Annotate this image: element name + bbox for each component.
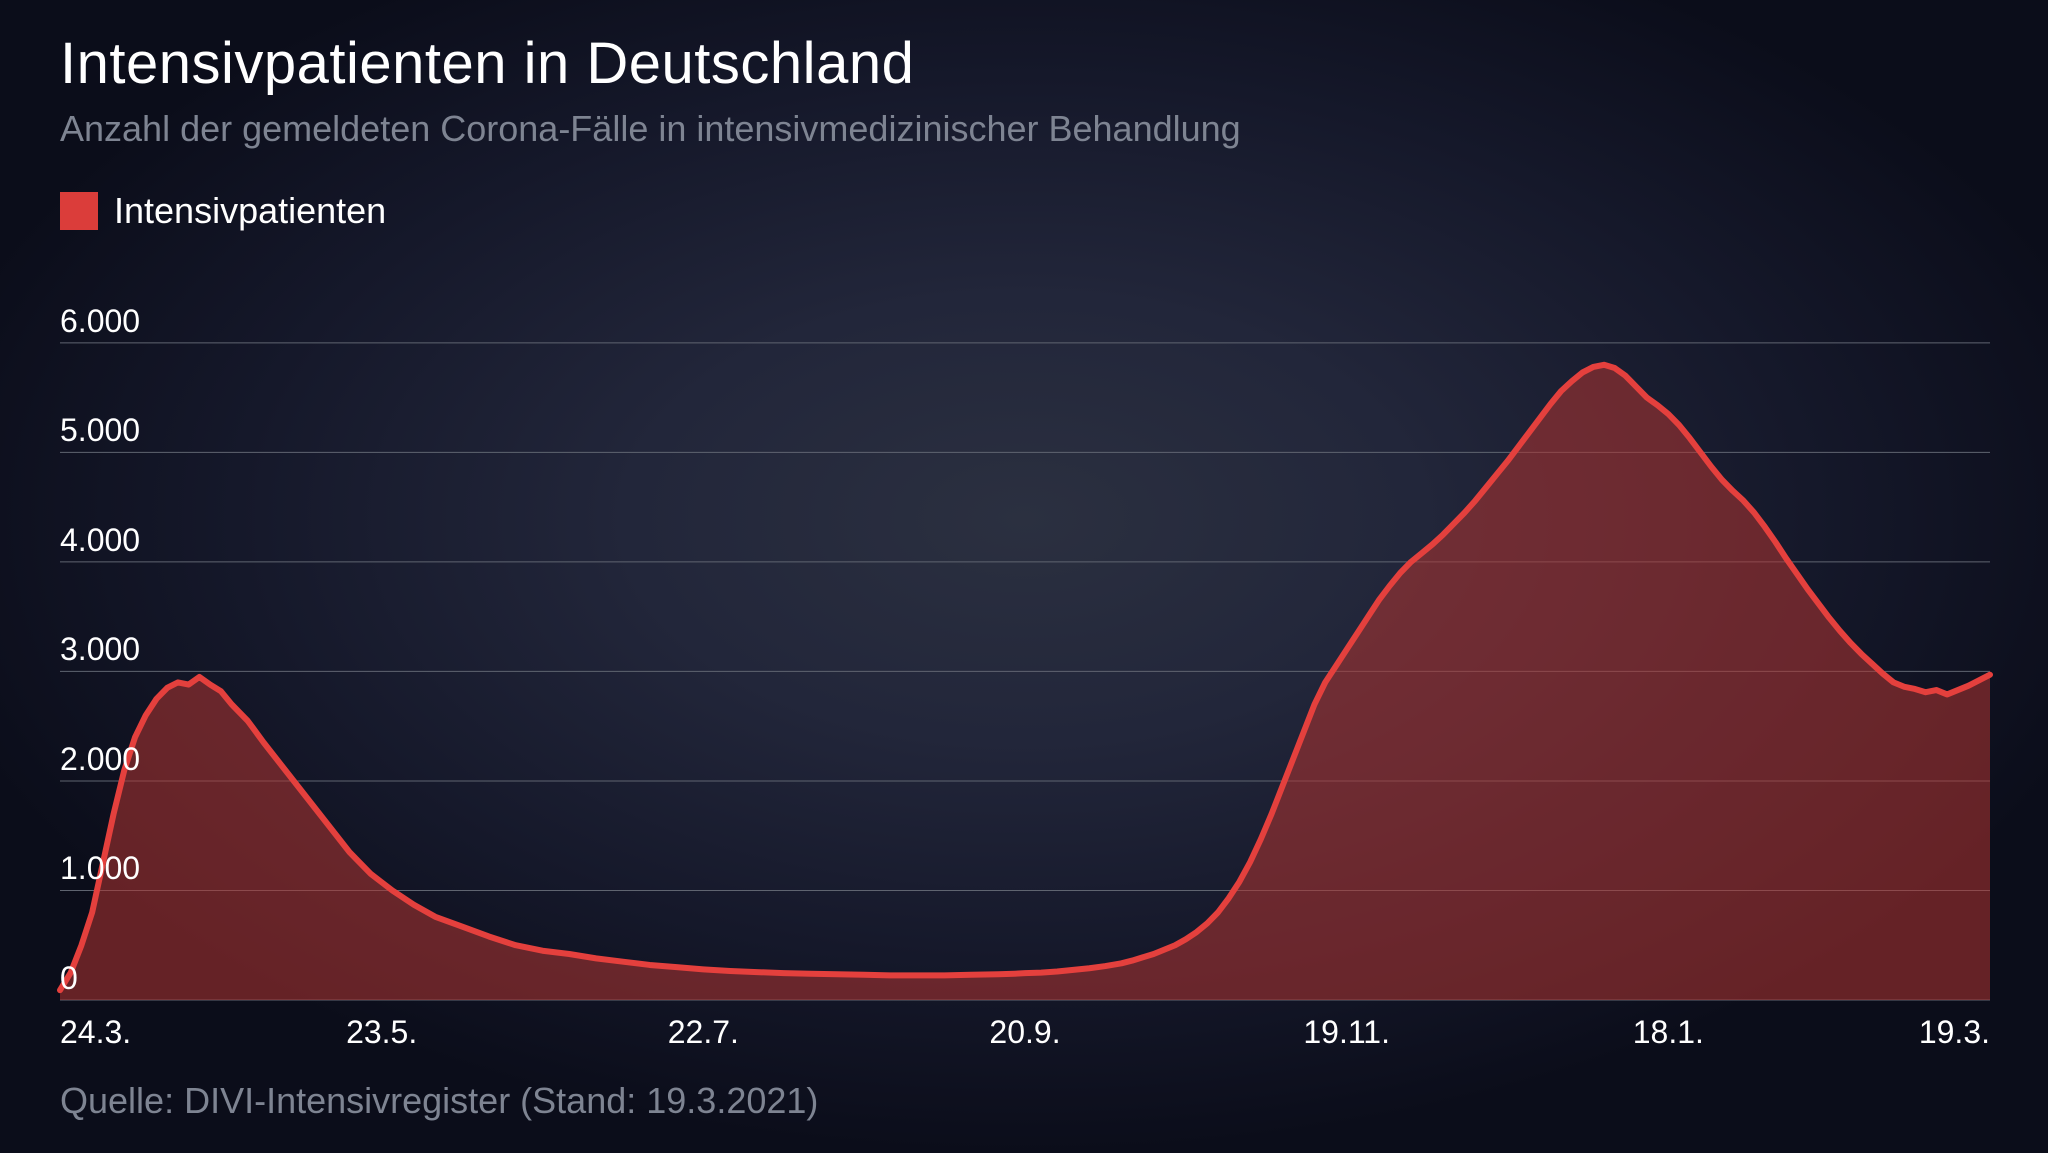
chart-subtitle: Anzahl der gemeldeten Corona-Fälle in in… (60, 108, 1241, 150)
y-axis-label: 6.000 (60, 303, 140, 340)
chart-legend: Intensivpatienten (60, 190, 386, 232)
y-axis-label: 2.000 (60, 741, 140, 778)
y-axis-label: 5.000 (60, 412, 140, 449)
y-axis-label: 3.000 (60, 631, 140, 668)
x-axis-label: 19.11. (1303, 1014, 1390, 1051)
y-axis-label: 0 (60, 960, 78, 997)
legend-label: Intensivpatienten (114, 190, 386, 232)
x-axis-label: 18.1. (1633, 1014, 1704, 1051)
x-axis-label: 20.9. (989, 1014, 1060, 1051)
x-axis-label: 22.7. (668, 1014, 739, 1051)
source-text: Quelle: DIVI-Intensivregister (Stand: 19… (60, 1080, 818, 1122)
x-axis-label: 24.3. (60, 1014, 131, 1051)
legend-swatch (60, 192, 98, 230)
chart-plot (60, 310, 1990, 1000)
series-area (60, 365, 1990, 1000)
chart-title: Intensivpatienten in Deutschland (60, 30, 914, 97)
chart-container: Intensivpatienten in Deutschland Anzahl … (0, 0, 2048, 1153)
y-axis-label: 1.000 (60, 850, 140, 887)
y-axis-label: 4.000 (60, 522, 140, 559)
x-axis-label: 23.5. (346, 1014, 417, 1051)
x-axis-label: 19.3. (1919, 1014, 1990, 1051)
